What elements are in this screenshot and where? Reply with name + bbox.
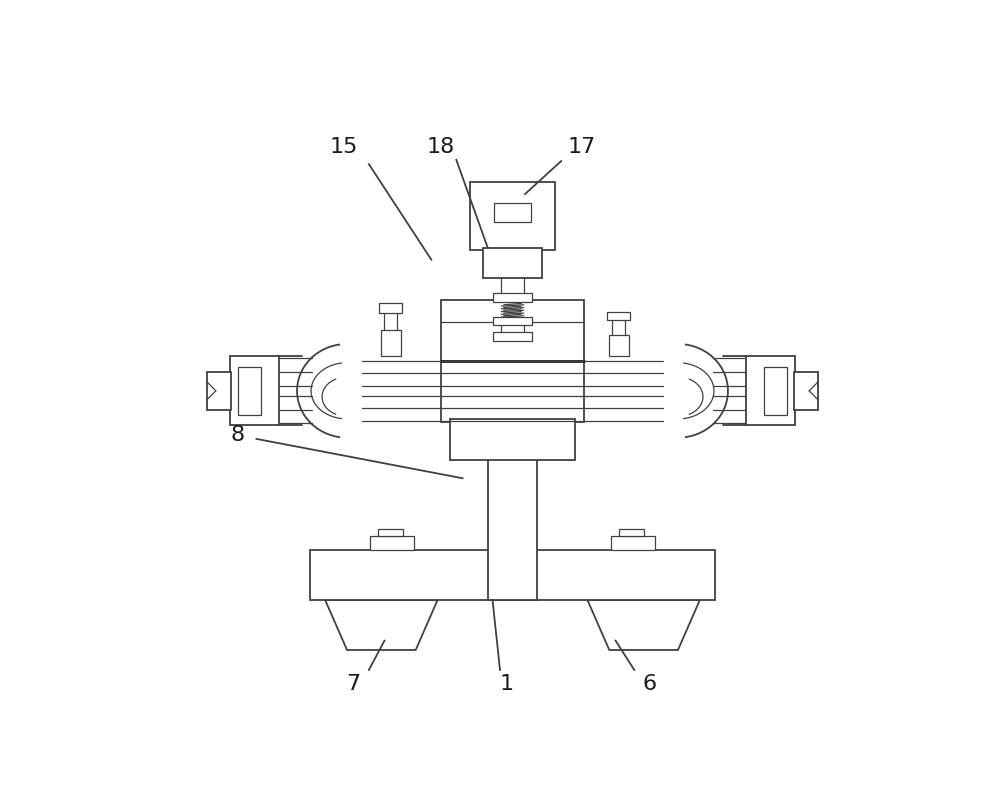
Text: 1: 1 [499,674,513,694]
Bar [230,357,279,425]
Bar [381,330,401,357]
Text: 17: 17 [567,137,595,157]
Bar [746,357,795,425]
Bar [483,248,542,278]
Bar [450,419,575,460]
Bar [607,311,630,320]
Bar [611,536,655,550]
Bar [794,372,818,410]
Bar [441,300,584,422]
Polygon shape [325,600,438,650]
Bar [379,303,402,313]
Bar [609,335,629,357]
Text: 18: 18 [427,137,455,157]
Bar [470,182,555,251]
Bar [370,536,414,550]
Bar [764,367,787,415]
Bar [619,529,644,536]
Bar [238,367,261,415]
Text: 15: 15 [330,137,358,157]
Bar [207,372,231,410]
Text: 7: 7 [346,674,360,694]
Text: 8: 8 [231,424,245,444]
Bar [310,550,715,600]
Bar [378,529,403,536]
Bar [493,317,532,325]
Text: 6: 6 [643,674,657,694]
Bar [494,204,531,222]
Bar [488,457,537,600]
Bar [493,333,532,341]
Polygon shape [587,600,700,650]
Bar [493,294,532,303]
